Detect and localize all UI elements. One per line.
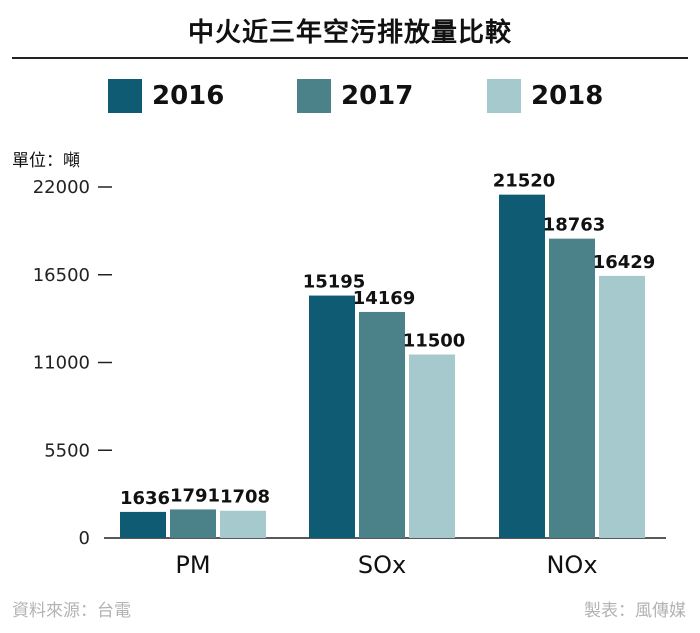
chart-title: 中火近三年空污排放量比較 bbox=[187, 18, 512, 48]
data-label-pm-2016: 1636 bbox=[120, 488, 170, 509]
category-label-sox: SOx bbox=[358, 551, 406, 579]
bar-nox-2018 bbox=[599, 275, 645, 538]
legend-item-2016: 2016 bbox=[108, 78, 224, 114]
source-note: 資料來源：台電 bbox=[12, 601, 131, 621]
bar-pm-2017 bbox=[170, 509, 216, 538]
category-label-pm: PM bbox=[175, 551, 210, 579]
data-label-nox-2016: 21520 bbox=[493, 171, 556, 192]
unit-label: 單位：噸 bbox=[12, 151, 80, 171]
data-label-sox-2018: 11500 bbox=[403, 331, 466, 352]
bar-sox-2016 bbox=[309, 295, 355, 538]
data-label-pm-2018: 1708 bbox=[220, 487, 270, 508]
bar-nox-2016 bbox=[499, 194, 545, 538]
y-tick-label: 22000 bbox=[33, 177, 90, 198]
bar-sox-2017 bbox=[359, 311, 405, 538]
legend-label-2017: 2017 bbox=[341, 81, 414, 111]
y-tick-label: 16500 bbox=[33, 265, 90, 286]
y-tick-label: 0 bbox=[79, 528, 90, 549]
legend: 2016 2017 2018 bbox=[0, 78, 700, 118]
data-label-nox-2018: 16429 bbox=[593, 252, 656, 273]
data-label-sox-2017: 14169 bbox=[353, 288, 416, 309]
legend-item-2017: 2017 bbox=[297, 78, 413, 114]
bar-pm-2018 bbox=[220, 510, 266, 538]
title-divider bbox=[12, 57, 688, 59]
bar-pm-2016 bbox=[120, 511, 166, 538]
data-label-pm-2017: 1791 bbox=[170, 485, 220, 506]
data-label-sox-2016: 15195 bbox=[303, 272, 366, 293]
y-tick-label: 11000 bbox=[33, 353, 90, 374]
data-label-nox-2017: 18763 bbox=[543, 215, 606, 236]
credit-note: 製表：風傳媒 bbox=[584, 601, 686, 621]
bar-nox-2017 bbox=[549, 238, 595, 538]
legend-label-2018: 2018 bbox=[531, 81, 604, 111]
legend-swatch-2016 bbox=[108, 79, 142, 113]
y-tick-label: 5500 bbox=[44, 440, 90, 461]
bar-sox-2018 bbox=[409, 354, 455, 538]
category-label-nox: NOx bbox=[546, 551, 597, 579]
legend-label-2016: 2016 bbox=[152, 81, 225, 111]
legend-swatch-2017 bbox=[297, 79, 331, 113]
legend-swatch-2018 bbox=[487, 79, 521, 113]
legend-item-2018: 2018 bbox=[487, 78, 603, 114]
